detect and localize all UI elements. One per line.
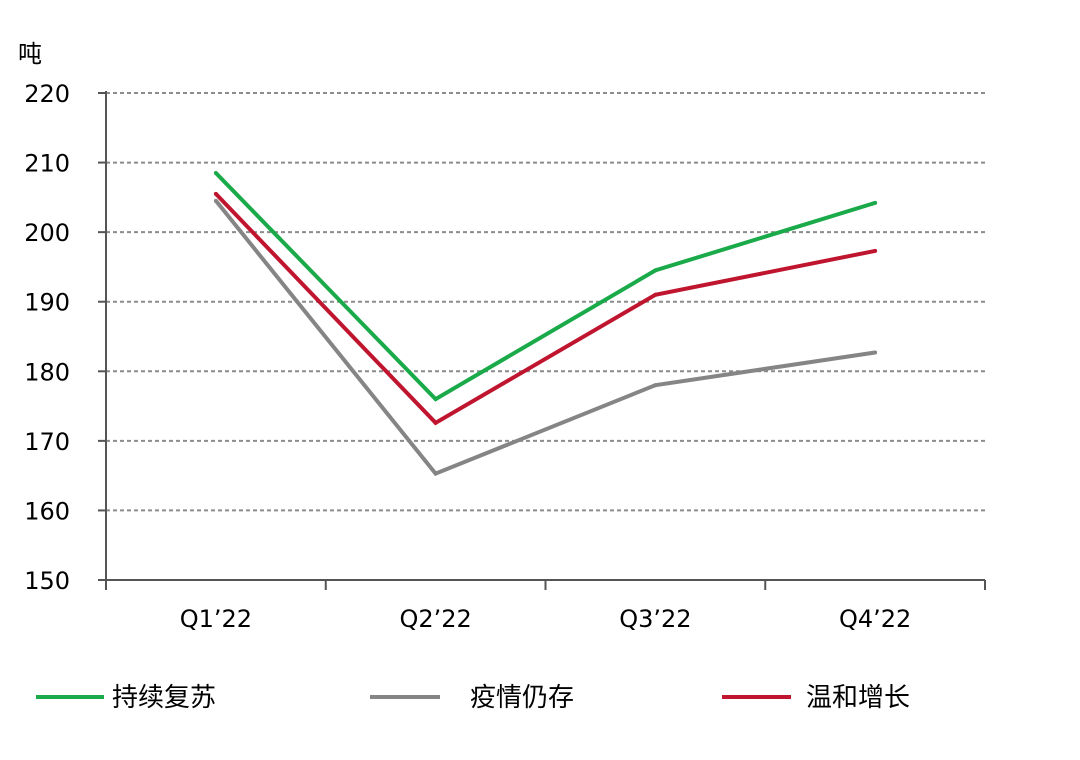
series-1-point <box>873 200 878 205</box>
x-tick-labels: Q1’22 Q2’22 Q3’22 Q4’22 <box>180 605 912 633</box>
series-2-point <box>213 198 218 203</box>
series-3-point <box>873 248 878 253</box>
x-tick-label: Q2’22 <box>399 605 471 633</box>
series-2-point <box>873 350 878 355</box>
y-tick-label: 170 <box>24 428 70 456</box>
y-axis-unit-label: 吨 <box>18 40 42 68</box>
y-tick-label: 220 <box>24 80 70 108</box>
series-1-point <box>653 268 658 273</box>
series-line-2 <box>214 199 876 477</box>
series-1-point <box>433 397 438 402</box>
series-3-point <box>213 191 218 196</box>
x-tick-label: Q1’22 <box>180 605 252 633</box>
legend-label-1: 持续复苏 <box>112 683 216 713</box>
series-line-1 <box>214 171 876 402</box>
legend-label-2: 疫情仍存 <box>470 683 574 713</box>
x-tick-label: Q3’22 <box>619 605 691 633</box>
grid-lines <box>106 92 985 512</box>
series-line-3 <box>214 192 876 426</box>
series-2-point <box>653 383 658 388</box>
series-3-point <box>653 292 658 297</box>
series-lines <box>213 171 878 477</box>
legend-label-3: 温和增长 <box>806 683 910 713</box>
series-2-point <box>433 471 438 476</box>
y-tick-label: 190 <box>24 289 70 317</box>
legend: 持续复苏 疫情仍存 温和增长 <box>36 683 910 713</box>
y-tick-label: 150 <box>24 567 70 595</box>
series-1-point <box>213 171 218 176</box>
y-tick-label: 180 <box>24 358 70 386</box>
axes <box>98 91 986 590</box>
series-3-point <box>433 420 438 425</box>
y-tick-label: 210 <box>24 150 70 178</box>
y-tick-label: 200 <box>24 219 70 247</box>
x-tick-label: Q4’22 <box>839 605 911 633</box>
y-tick-label: 160 <box>24 497 70 525</box>
y-tick-labels: 150 160 170 180 190 200 210 220 <box>24 80 70 595</box>
